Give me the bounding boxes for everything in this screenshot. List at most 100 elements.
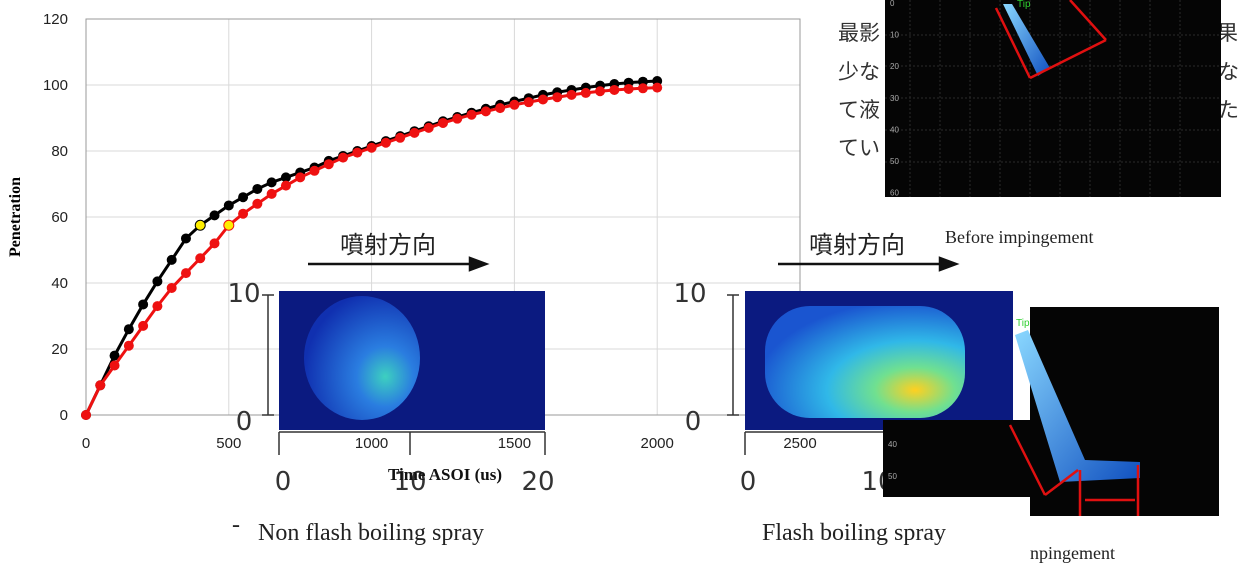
data-point [495, 103, 505, 113]
data-point [252, 184, 262, 194]
scale-label: 20 [521, 467, 554, 497]
data-point [295, 172, 305, 182]
data-point [367, 143, 377, 153]
image-tick: 20 [890, 62, 899, 71]
x-tick-label: 2500 [783, 435, 816, 452]
data-point [638, 83, 648, 93]
data-point [267, 177, 277, 187]
data-point [224, 220, 234, 230]
data-point [181, 233, 191, 243]
data-point [509, 100, 519, 110]
text-line: て液 [838, 98, 880, 122]
data-point [581, 88, 591, 98]
data-point [152, 301, 162, 311]
data-point [210, 238, 220, 248]
data-point [238, 209, 248, 219]
image-tick: 50 [888, 472, 897, 481]
x-tick-label: 1000 [355, 435, 388, 452]
direction-label: 噴射方向 [809, 231, 905, 259]
arrow [778, 258, 956, 270]
data-point [124, 341, 134, 351]
data-point [124, 324, 134, 334]
scale-label: 10 [673, 279, 706, 309]
image-tick: 30 [890, 94, 899, 103]
data-point [481, 106, 491, 116]
data-point [652, 83, 662, 93]
y-tick-label: 100 [43, 77, 68, 94]
data-point [195, 220, 205, 230]
data-point [381, 138, 391, 148]
y-tick-label: 60 [51, 209, 68, 226]
spray-panel-left: 10 0 0 10 20 噴射方向 [227, 231, 554, 497]
data-point [95, 380, 105, 390]
data-point [238, 192, 248, 202]
scale-label: 0 [275, 467, 292, 497]
data-point [138, 321, 148, 331]
data-point [352, 148, 362, 158]
image-tick: 40 [890, 125, 899, 134]
tip-label: Tip [1016, 318, 1030, 329]
before-impingement-image: Tip 0 10 20 30 40 50 60 [885, 0, 1221, 198]
data-point [452, 114, 462, 124]
data-point [167, 283, 177, 293]
data-point [424, 123, 434, 133]
caption: Non flash boiling spray [258, 520, 484, 546]
data-point [524, 97, 534, 107]
y-tick-label: 20 [51, 341, 68, 358]
data-point [567, 90, 577, 100]
data-point [181, 268, 191, 278]
data-point [309, 166, 319, 176]
caption: npingement [1030, 543, 1115, 563]
caption: Flash boiling spray [762, 520, 946, 546]
text-line: 少な [838, 60, 880, 84]
y-tick-label: 40 [51, 275, 68, 292]
caption: Before impingement [945, 227, 1093, 247]
y-tick-label: 0 [60, 407, 68, 424]
data-point [138, 299, 148, 309]
x-tick-label: 0 [82, 435, 90, 452]
data-point [595, 86, 605, 96]
image-tick: 40 [888, 440, 897, 449]
data-point [538, 95, 548, 105]
image-tick: 10 [890, 31, 899, 40]
text-line: てい [838, 136, 880, 160]
scale-label: 10 [227, 279, 260, 309]
data-point [281, 181, 291, 191]
data-point [395, 133, 405, 143]
y-tick-label: 120 [43, 11, 68, 28]
x-axis-label: Time ASOI (us) [388, 465, 502, 484]
data-point [110, 361, 120, 371]
data-point [152, 276, 162, 286]
image-tick: 50 [890, 157, 899, 166]
x-tick-label: 2000 [641, 435, 674, 452]
data-point [409, 128, 419, 138]
tip-label: Tip [1017, 0, 1031, 10]
scale-label: 0 [740, 467, 757, 497]
text-line: 最影 [838, 21, 880, 45]
scale-label: 0 [685, 407, 702, 437]
data-point [624, 84, 634, 94]
data-point [210, 210, 220, 220]
text-line: な [1218, 60, 1239, 84]
x-tick-label: 1500 [498, 435, 531, 452]
data-point [167, 255, 177, 265]
data-point [467, 110, 477, 120]
scale-label: 0 [236, 407, 253, 437]
y-tick-label: 80 [51, 143, 68, 160]
spray-blob [304, 296, 420, 420]
y-axis-label: Penetration [7, 177, 24, 257]
data-point [224, 200, 234, 210]
image-tick: 0 [890, 0, 895, 8]
data-point [267, 189, 277, 199]
data-point [195, 253, 205, 263]
data-point [81, 410, 91, 420]
spray-blob [765, 306, 965, 418]
data-point [609, 85, 619, 95]
x-tick-label: 500 [216, 435, 241, 452]
arrow [308, 258, 486, 270]
data-point [338, 153, 348, 163]
page: 02040608010012005001000150020002500Penet… [0, 0, 1247, 567]
direction-label: 噴射方向 [340, 231, 436, 259]
image-tick: 60 [890, 189, 899, 198]
text-line: た [1218, 98, 1239, 122]
